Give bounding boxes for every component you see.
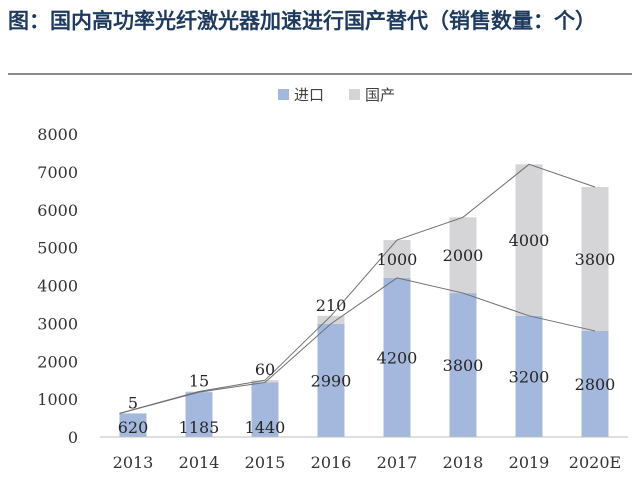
bar-domestic — [251, 380, 279, 383]
data-label-import: 2990 — [311, 371, 352, 390]
data-label-domestic: 5 — [128, 393, 138, 412]
legend-label-1: 进口 — [294, 86, 324, 104]
y-tick-label: 8000 — [37, 125, 78, 144]
bar-import — [383, 277, 411, 437]
y-tick-label: 1000 — [37, 390, 78, 409]
bar-import — [317, 323, 345, 437]
bar-domestic — [581, 187, 609, 331]
legend-label-2: 国产 — [365, 86, 395, 104]
data-label-domestic: 4000 — [509, 231, 550, 250]
bar-import — [515, 315, 543, 437]
legend: 进口 国产 — [278, 86, 395, 104]
x-tick-label: 2017 — [377, 453, 418, 472]
bar-domestic — [515, 164, 543, 316]
y-tick-label: 6000 — [37, 201, 78, 220]
legend-swatch-2 — [349, 89, 360, 100]
bar-import — [449, 293, 477, 437]
data-label-import: 2800 — [575, 375, 616, 394]
x-tick-label: 2013 — [113, 453, 154, 472]
x-tick-label: 2014 — [179, 453, 220, 472]
bar-import — [251, 382, 279, 437]
data-label-domestic: 60 — [255, 360, 275, 379]
data-label-import: 3200 — [509, 367, 550, 386]
bar-import — [581, 330, 609, 437]
x-tick-label: 2015 — [245, 453, 286, 472]
y-tick-label: 4000 — [37, 277, 78, 296]
import-trend-line — [119, 277, 596, 415]
data-label-domestic: 3800 — [575, 250, 616, 269]
bar-domestic — [383, 240, 411, 278]
bar-import — [119, 413, 147, 437]
y-tick-label: 5000 — [37, 239, 78, 258]
x-tick-label: 2018 — [443, 453, 484, 472]
x-tick-label: 2020E — [569, 453, 621, 472]
data-label-import: 4200 — [377, 348, 418, 367]
x-tick-label: 2019 — [509, 453, 550, 472]
x-axis: 2013 2014 2015 2016 2017 2018 2019 2020E — [100, 436, 628, 472]
x-tick-label: 2016 — [311, 453, 352, 472]
y-tick-label: 7000 — [37, 163, 78, 182]
data-label-import: 620 — [118, 418, 149, 437]
total-trend-line — [119, 163, 596, 414]
data-label-domestic: 210 — [316, 296, 347, 315]
legend-swatch-1 — [278, 89, 289, 100]
trend-lines — [119, 163, 596, 415]
bar-import — [185, 392, 213, 437]
y-tick-label: 3000 — [37, 314, 78, 333]
chart-title: 图：国内高功率光纤激光器加速进行国产替代（销售数量：个） — [8, 9, 596, 33]
data-label-import: 1440 — [245, 418, 286, 437]
data-label-import: 1185 — [179, 418, 220, 437]
data-label-domestic: 1000 — [377, 250, 418, 269]
data-labels: 620 5 1185 15 1440 60 2990 210 4200 1000 3800 2000 3… — [118, 231, 616, 437]
title-divider — [8, 73, 632, 75]
data-label-domestic: 15 — [189, 372, 209, 391]
y-tick-label: 2000 — [37, 352, 78, 371]
data-label-import: 3800 — [443, 356, 484, 375]
data-label-domestic: 2000 — [443, 246, 484, 265]
bars — [119, 164, 609, 437]
bar-domestic — [317, 315, 345, 324]
bar-domestic — [449, 217, 477, 294]
y-tick-label: 0 — [68, 428, 78, 447]
y-axis: 0 1000 2000 3000 4000 5000 6000 7000 8000 — [37, 125, 78, 447]
